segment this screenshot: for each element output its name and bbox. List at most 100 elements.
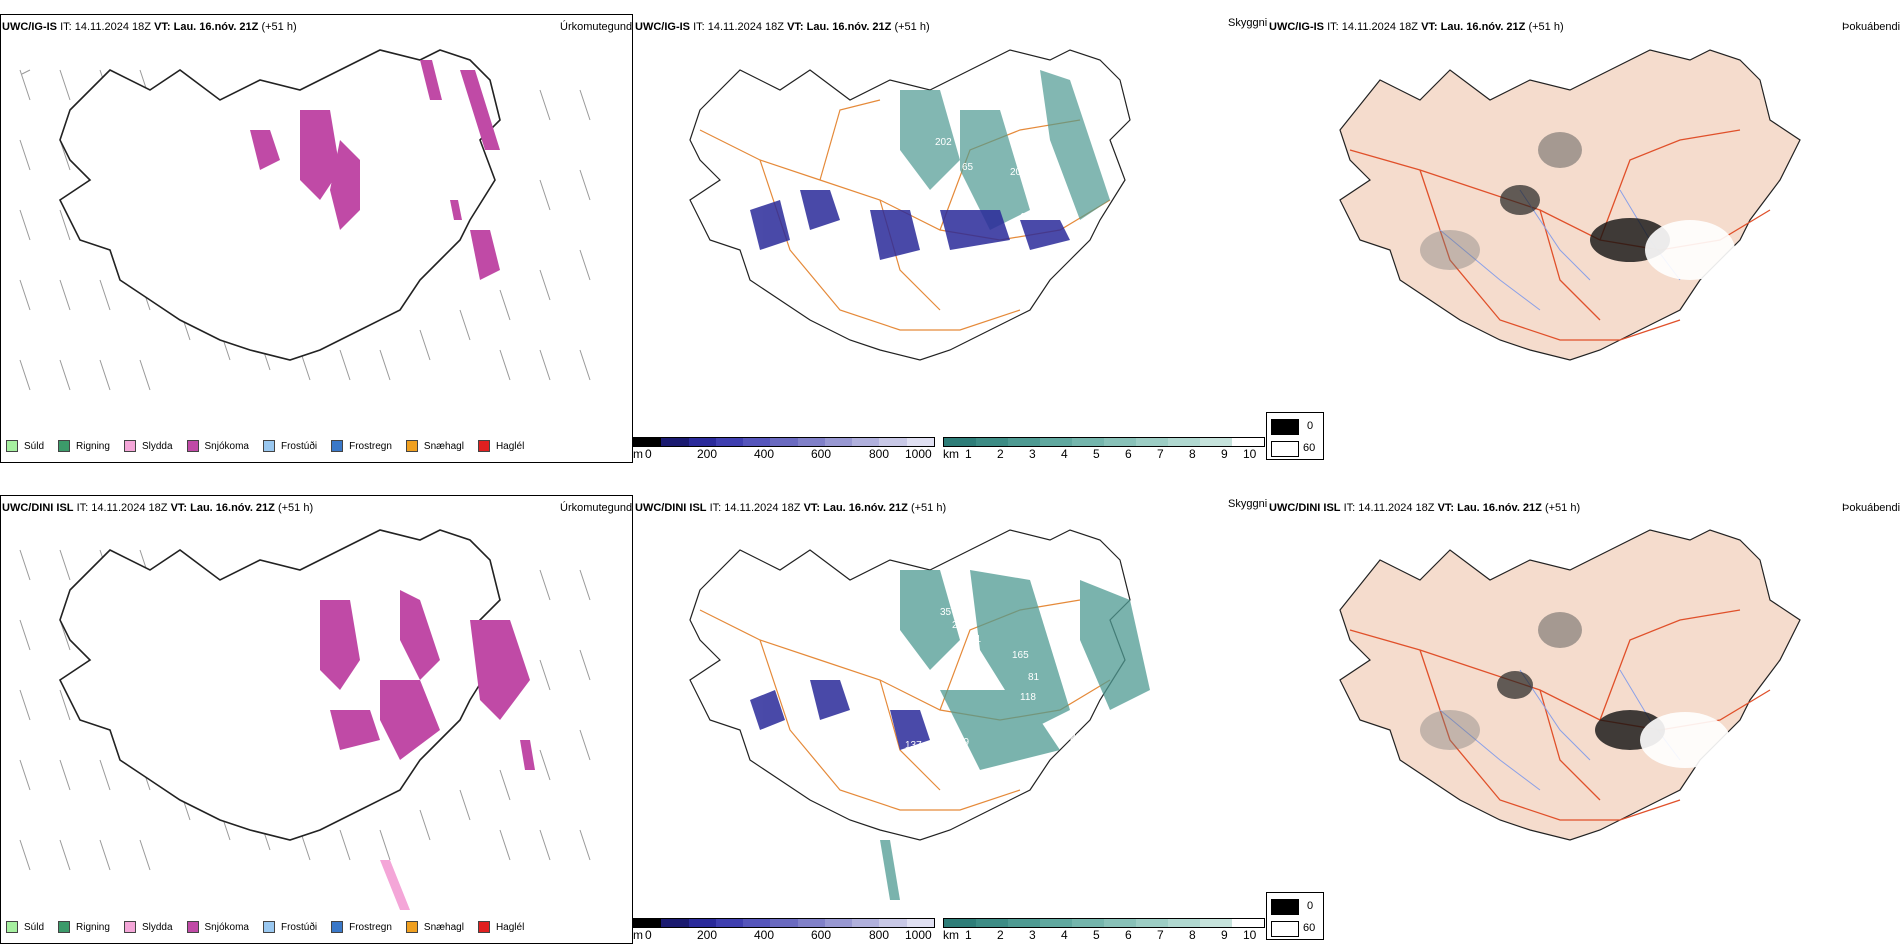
colorbar-tick: 6 bbox=[1125, 447, 1132, 461]
iceland-coast bbox=[58, 49, 501, 361]
visibility-areas bbox=[900, 70, 1110, 230]
legend-item: Frostúði bbox=[262, 921, 317, 933]
legend-swatch bbox=[331, 440, 344, 452]
fog-legend-bottom: 0 60 bbox=[1266, 892, 1324, 940]
legend-item: Frostregn bbox=[331, 921, 392, 933]
precip-legend-bottom: Súld Rigning Slydda Snjókoma Frostúði Fr… bbox=[6, 921, 538, 933]
cloud-title-top: UWC/IG-IS IT: 14.11.2024 18Z VT: Lau. 16… bbox=[635, 21, 930, 33]
cloud-base-value: 357 bbox=[940, 607, 957, 618]
visibility-label-top: Skyggni bbox=[1228, 17, 1268, 29]
cloud-base-values: 357 220 61 165 81 118 107 12 137 69 350 … bbox=[760, 607, 1187, 751]
colorbar-tick: 600 bbox=[811, 447, 832, 461]
legend-item: Snjókoma bbox=[186, 440, 249, 452]
visibility-colorbar-top: km 1 2 3 4 5 6 7 8 9 10 bbox=[943, 437, 1265, 461]
colorbar-swatches bbox=[633, 918, 935, 928]
colorbar-tick: 3 bbox=[1029, 447, 1036, 461]
cloud-base-value: 69 bbox=[958, 737, 970, 748]
legend-item: Rigning bbox=[58, 921, 110, 933]
model-name: UWC/IG-IS bbox=[635, 21, 690, 33]
colorbar-tick: 10 bbox=[1243, 447, 1257, 461]
cloud-base-value: 107 bbox=[820, 722, 837, 733]
legend-swatch bbox=[405, 440, 418, 452]
snow-areas bbox=[250, 60, 500, 280]
colorbar-tick: 600 bbox=[811, 928, 832, 942]
legend-item: Snjókoma bbox=[186, 921, 249, 933]
cloud-base-values: 202 65 206 111 157 91 120 69 167 bbox=[756, 137, 1052, 275]
colorbar-tick: 8 bbox=[1189, 447, 1196, 461]
cloud-base-areas bbox=[750, 680, 930, 750]
iceland-coast bbox=[689, 49, 1131, 361]
legend-item: Frostregn bbox=[331, 440, 392, 452]
cloud-base-areas bbox=[750, 190, 1070, 260]
precip-panel-frame-bottom bbox=[0, 495, 633, 944]
colorbar-tick: 5 bbox=[1093, 928, 1100, 942]
legend-swatch bbox=[186, 921, 199, 933]
visibility-colorbar-bottom: km 1 2 3 4 5 6 7 8 9 10 bbox=[943, 918, 1265, 942]
legend-swatch bbox=[477, 921, 490, 933]
cloud-base-value: 16 bbox=[1145, 607, 1157, 618]
fog-index-areas bbox=[1420, 612, 1730, 768]
wind-barbs bbox=[19, 69, 591, 391]
fog-swatch-0 bbox=[1271, 899, 1299, 915]
legend-swatch bbox=[262, 921, 275, 933]
legend-swatch bbox=[123, 440, 136, 452]
fog-map-bottom bbox=[1339, 529, 1801, 841]
legend-swatch bbox=[123, 921, 136, 933]
cloud-base-value: 65 bbox=[962, 162, 974, 173]
colorbar-tick: 3 bbox=[1029, 928, 1036, 942]
colorbar-swatches bbox=[943, 918, 1265, 928]
legend-swatch bbox=[262, 440, 275, 452]
cloud-map-bottom: 357 220 61 165 81 118 107 12 137 69 350 … bbox=[689, 529, 1187, 900]
legend-swatch bbox=[6, 921, 18, 933]
cloud-base-colorbar-bottom: m 0 200 400 600 800 1000 bbox=[633, 918, 935, 942]
colorbar-tick: 2 bbox=[997, 928, 1004, 942]
iceland-coast bbox=[1339, 529, 1801, 841]
legend-swatch bbox=[331, 921, 344, 933]
legend-item: Súld bbox=[6, 921, 44, 933]
cloud-base-value: 46 bbox=[1175, 642, 1187, 653]
cloud-base-value: 69 bbox=[970, 262, 982, 273]
lead-time: (+51 h) bbox=[261, 21, 297, 33]
colorbar-tick: 10 bbox=[1243, 928, 1257, 942]
cloud-base-value: 120 bbox=[880, 264, 897, 275]
colorbar-unit: m bbox=[633, 928, 643, 942]
colorbar-tick: 800 bbox=[869, 928, 890, 942]
legend-item: Rigning bbox=[58, 440, 110, 452]
fog-map-top bbox=[1339, 49, 1801, 361]
model-name: UWC/DINI ISL bbox=[2, 502, 74, 514]
colorbar-tick: 1000 bbox=[905, 447, 932, 461]
legend-swatch bbox=[6, 440, 18, 452]
colorbar-swatches bbox=[943, 437, 1265, 447]
colorbar-tick: 1 bbox=[965, 928, 972, 942]
colorbar-swatches bbox=[633, 437, 935, 447]
cloud-base-value: 220 bbox=[952, 620, 969, 631]
iceland-coast bbox=[1339, 49, 1801, 361]
colorbar-tick: 4 bbox=[1061, 928, 1068, 942]
legend-item: Frostúði bbox=[262, 440, 317, 452]
cloud-base-value: 91 bbox=[756, 259, 768, 270]
fog-label-top: Þokuábendi bbox=[1842, 21, 1900, 33]
cloud-base-value: 202 bbox=[935, 137, 952, 148]
model-name: UWC/DINI ISL bbox=[1269, 502, 1341, 514]
cloud-base-value: 111 bbox=[1020, 212, 1036, 223]
legend-item: Snæhagl bbox=[405, 921, 464, 933]
colorbar-tick: 400 bbox=[754, 447, 775, 461]
precip-panel-frame-top bbox=[0, 14, 633, 463]
precip-legend-top: Súld Rigning Slydda Snjókoma Frostúði Fr… bbox=[6, 440, 538, 452]
fog-swatch-1 bbox=[1271, 921, 1299, 937]
colorbar-tick: 400 bbox=[754, 928, 775, 942]
colorbar-tick: 9 bbox=[1221, 928, 1228, 942]
legend-swatch bbox=[58, 440, 71, 452]
legend-swatch bbox=[477, 440, 490, 452]
colorbar-tick: 8 bbox=[1189, 928, 1196, 942]
fog-legend-label: 0 bbox=[1307, 900, 1314, 912]
colorbar-tick: 7 bbox=[1157, 447, 1164, 461]
legend-item: Slydda bbox=[123, 921, 173, 933]
colorbar-tick: 800 bbox=[869, 447, 890, 461]
colorbar-tick: 200 bbox=[697, 928, 718, 942]
colorbar-tick: 7 bbox=[1157, 928, 1164, 942]
legend-item: Haglél bbox=[477, 921, 524, 933]
colorbar-tick: 1 bbox=[965, 447, 972, 461]
colorbar-tick: 6 bbox=[1125, 928, 1132, 942]
model-name: UWC/DINI ISL bbox=[635, 502, 707, 514]
